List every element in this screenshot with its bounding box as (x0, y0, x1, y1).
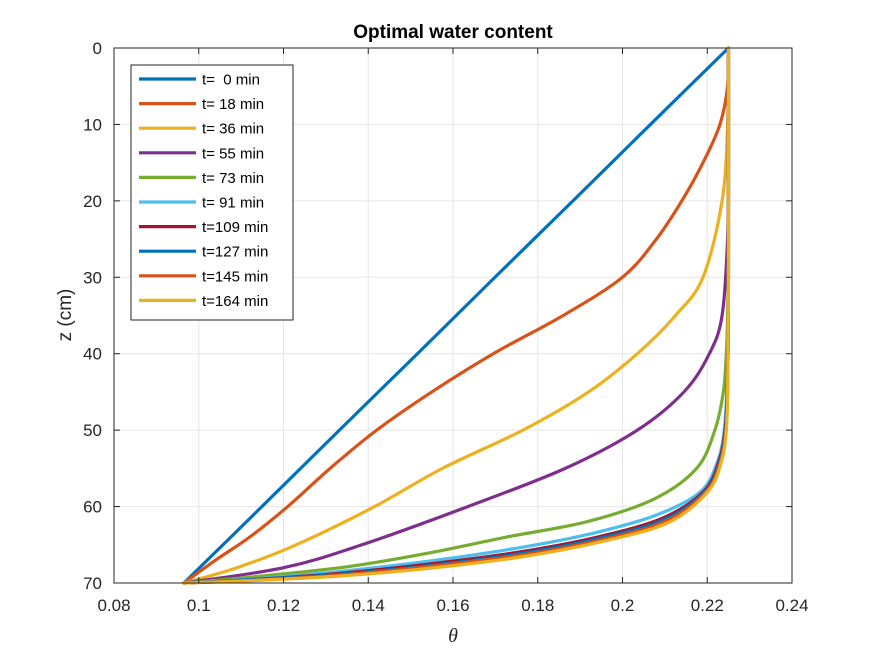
legend-label: t= 36 min (202, 121, 264, 138)
y-tick-label: 30 (83, 268, 102, 287)
y-tick-label: 60 (83, 498, 102, 517)
x-tick-label: 0.2 (611, 596, 635, 615)
legend-label: t=164 min (202, 293, 268, 310)
y-tick-label: 20 (83, 192, 102, 211)
series-line-0 (182, 46, 731, 585)
x-axis-label: θ (448, 625, 458, 647)
y-tick-label: 0 (93, 39, 102, 58)
legend-label: t= 91 min (202, 195, 264, 212)
y-axis-label: z (cm) (55, 289, 76, 342)
legend-label: t= 55 min (202, 145, 264, 162)
x-tick-label: 0.24 (775, 596, 808, 615)
x-tick-label: 0.1 (187, 596, 211, 615)
legend-label: t= 0 min (202, 72, 260, 89)
x-tick-label: 0.16 (436, 596, 469, 615)
y-tick-label: 50 (83, 421, 102, 440)
y-tick-label: 70 (83, 574, 102, 593)
legend: t= 0 min t= 18 min t= 36 min t= 55 min t= 73… (130, 64, 294, 321)
y-tick-label: 10 (83, 115, 102, 134)
legend-label: t= 18 min (202, 96, 264, 113)
series-layer (182, 46, 731, 585)
legend-label: t=109 min (202, 219, 268, 236)
x-tick-label: 0.12 (267, 596, 300, 615)
legend-label: t=127 min (202, 244, 268, 261)
x-tick-label: 0.22 (691, 596, 724, 615)
y-tick-label: 40 (83, 345, 102, 364)
legend-label: t= 73 min (202, 170, 264, 187)
x-tick-label: 0.18 (521, 596, 554, 615)
x-tick-label: 0.14 (352, 596, 385, 615)
series-line-1 (182, 46, 731, 585)
legend-box (130, 64, 294, 321)
x-tick-label: 0.08 (97, 596, 130, 615)
series-line-9 (182, 46, 731, 585)
legend-label: t=145 min (202, 268, 268, 285)
ticks: 0.08 0.1 0.12 0.14 0.16 0.18 0.2 0.22 0.24 0 10 20 3… (83, 39, 808, 615)
chart-title: Optimal water content (353, 22, 553, 43)
series-line-2 (182, 46, 731, 585)
